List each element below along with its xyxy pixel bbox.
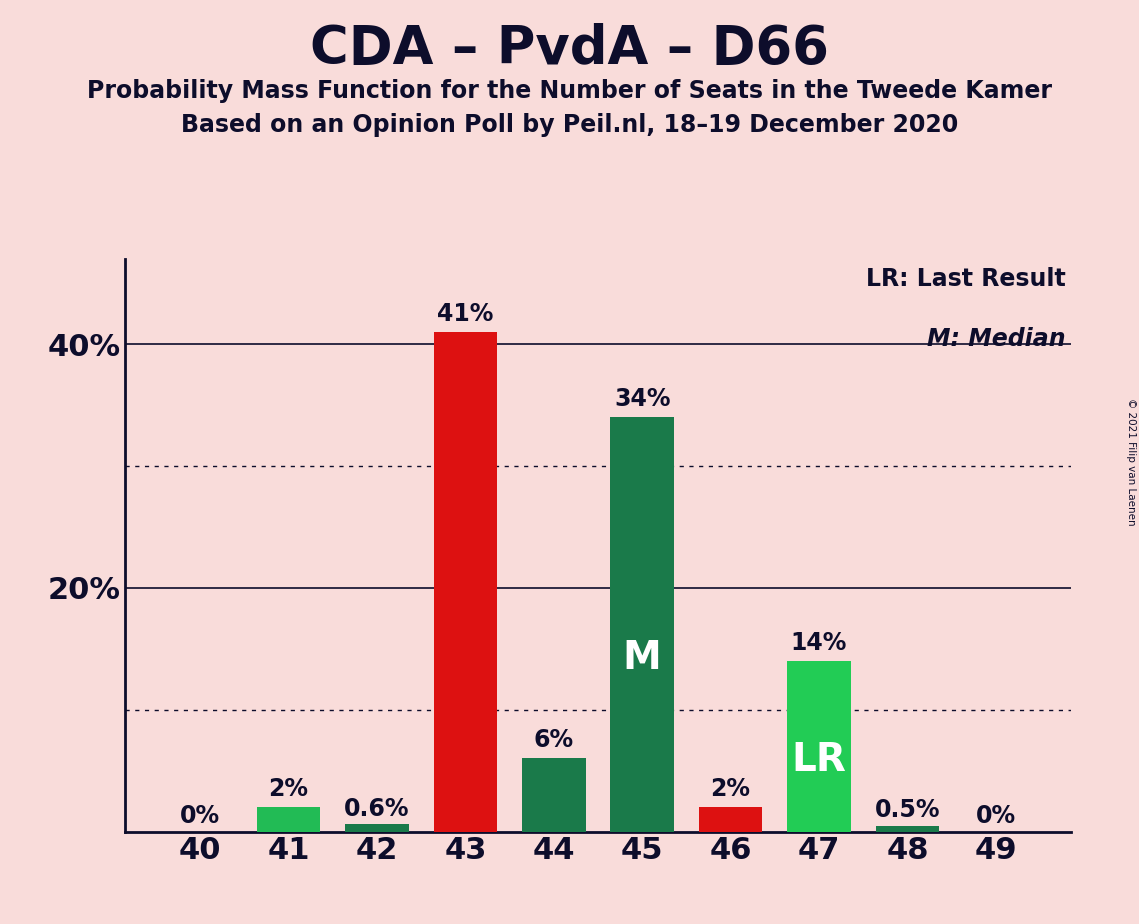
Bar <box>787 661 851 832</box>
Text: M: M <box>623 638 662 676</box>
Text: 0%: 0% <box>976 804 1016 828</box>
Text: 2%: 2% <box>269 777 309 801</box>
Bar <box>256 808 320 832</box>
Text: LR: LR <box>792 741 846 779</box>
Text: 0.5%: 0.5% <box>875 797 940 821</box>
Bar <box>611 417 674 832</box>
Text: 2%: 2% <box>711 777 751 801</box>
Text: M: Median: M: Median <box>927 327 1066 351</box>
Bar <box>876 825 940 832</box>
Text: 14%: 14% <box>790 631 847 655</box>
Bar <box>698 808 762 832</box>
Text: LR: Last Result: LR: Last Result <box>866 267 1066 291</box>
Text: CDA – PvdA – D66: CDA – PvdA – D66 <box>310 23 829 75</box>
Text: © 2021 Filip van Laenen: © 2021 Filip van Laenen <box>1126 398 1136 526</box>
Text: 0%: 0% <box>180 804 220 828</box>
Text: Based on an Opinion Poll by Peil.nl, 18–19 December 2020: Based on an Opinion Poll by Peil.nl, 18–… <box>181 113 958 137</box>
Text: 6%: 6% <box>534 728 574 752</box>
Text: Probability Mass Function for the Number of Seats in the Tweede Kamer: Probability Mass Function for the Number… <box>87 79 1052 103</box>
Text: 34%: 34% <box>614 387 671 411</box>
Text: 0.6%: 0.6% <box>344 796 410 821</box>
Bar <box>434 332 498 832</box>
Bar <box>522 759 585 832</box>
Text: 41%: 41% <box>437 302 493 326</box>
Bar <box>345 824 409 832</box>
